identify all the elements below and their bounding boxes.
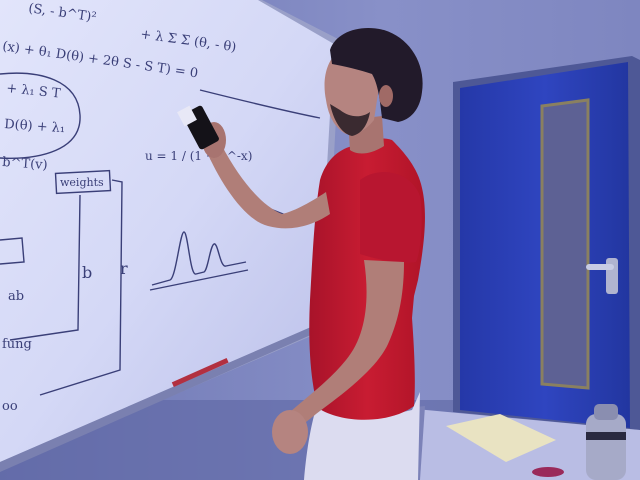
board-line: b — [82, 263, 92, 282]
board-curve-plot — [151, 231, 247, 286]
board-bubble-outline — [0, 72, 81, 159]
hair — [330, 28, 423, 122]
board-line: b^T(v) — [2, 155, 48, 173]
board-box — [54, 169, 112, 195]
raised-arm — [206, 146, 330, 229]
board-line: + λ₁ S T — [6, 81, 62, 102]
board-line: r — [120, 259, 128, 278]
door-window — [540, 98, 590, 390]
beard — [330, 104, 370, 136]
lower-arm — [280, 260, 404, 429]
board-line: u = 1 / (1 + e^-x) — [145, 149, 252, 163]
board-line: weights — [60, 176, 104, 189]
eraser-felt — [177, 105, 197, 127]
board-arrow — [9, 194, 81, 341]
board-box-left — [0, 237, 25, 265]
board-line: D(θ) + λ₁ — [4, 117, 66, 136]
marker-on-tray — [171, 357, 229, 387]
ear — [379, 85, 393, 107]
marker-tray — [0, 324, 322, 472]
board-plot-axis — [149, 269, 249, 291]
shirt-sleeve — [360, 172, 422, 263]
door[interactable] — [453, 56, 640, 430]
board-line: ab — [8, 289, 24, 304]
board-arrow — [39, 179, 123, 396]
notepad — [446, 414, 556, 462]
whiteboard-surface — [0, 0, 334, 462]
desk-item-red — [532, 467, 564, 477]
board-scribble — [199, 89, 321, 119]
board-line: fung — [2, 337, 32, 352]
board-line: oo — [2, 399, 18, 414]
whiteboard — [0, 0, 340, 472]
thermos-bottle-icon — [586, 404, 626, 480]
door-handle-lever-icon — [586, 264, 614, 270]
lower-hand — [272, 410, 308, 454]
person — [177, 28, 425, 480]
door-handle-icon[interactable] — [606, 258, 618, 294]
